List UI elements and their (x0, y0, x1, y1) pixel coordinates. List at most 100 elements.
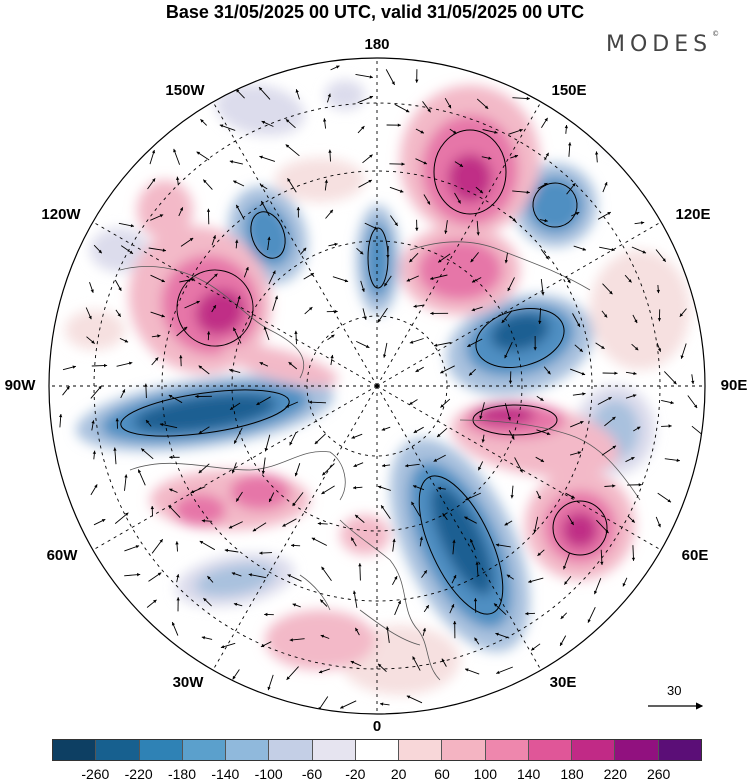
wind-arrow (392, 575, 398, 586)
wind-arrow (321, 463, 335, 476)
wind-arrow (350, 537, 357, 547)
wind-arrow (385, 69, 395, 86)
wind-arrow (415, 366, 424, 373)
wind-arrow (453, 620, 457, 639)
wind-arrow (510, 154, 519, 159)
wind-arrow (390, 215, 399, 227)
wind-arrow (355, 73, 373, 79)
wind-arrow (477, 461, 484, 471)
wind-arrow (568, 142, 572, 157)
wind-arrow (150, 505, 154, 517)
wind-arrow (533, 335, 537, 351)
wind-arrow (536, 429, 551, 436)
wind-arrow (507, 277, 515, 292)
wind-arrow (655, 516, 661, 528)
wind-arrow (62, 365, 77, 371)
wind-arrow (328, 242, 338, 247)
wind-arrow (421, 570, 428, 578)
wind-arrow (449, 128, 457, 134)
colorbar-tick-label: 220 (603, 766, 628, 782)
wind-arrow (120, 245, 134, 255)
wind-arrow (415, 128, 425, 134)
wind-arrow (540, 249, 550, 260)
wind-arrow (454, 192, 461, 204)
wind-arrow (596, 519, 609, 534)
wind-arrow (150, 311, 165, 318)
wind-arrow (600, 549, 604, 566)
lon-label-150e: 150E (551, 82, 587, 99)
anomaly-blob (195, 289, 245, 335)
colorbar-swatch (442, 740, 486, 760)
wind-arrow (570, 420, 584, 428)
wind-arrow (290, 543, 301, 548)
wind-arrow (537, 182, 548, 189)
wind-arrow (228, 368, 241, 374)
wind-arrow (86, 336, 95, 344)
meridian-line (376, 385, 662, 551)
wind-arrow (657, 309, 662, 322)
wind-arrow (422, 627, 426, 637)
wind-arrow (533, 516, 539, 533)
wind-arrow (442, 513, 448, 521)
wind-arrow (476, 98, 489, 110)
wind-arrow (285, 401, 299, 408)
colorbar-swatch (182, 740, 227, 760)
wind-arrow (631, 545, 636, 561)
wind-arrow (496, 666, 513, 674)
wind-arrow (413, 304, 425, 308)
wind-arrow (173, 148, 181, 165)
wind-arrow (272, 295, 278, 311)
wind-arrow (572, 313, 581, 328)
wind-arrow (252, 522, 267, 532)
wind-arrow (296, 206, 300, 218)
wind-arrow (599, 246, 615, 252)
wind-arrow (663, 371, 677, 385)
wind-arrow (406, 275, 419, 282)
contour-line (532, 182, 578, 228)
wind-arrow (389, 186, 404, 193)
wind-arrow (565, 276, 571, 284)
lon-label-90w: 90W (4, 377, 36, 394)
wind-arrow (233, 427, 243, 444)
wind-arrow (540, 278, 545, 296)
anomaly-blob (325, 80, 365, 110)
wind-arrow (93, 244, 103, 254)
wind-arrow (467, 338, 483, 348)
anomaly-blob (475, 405, 535, 425)
wind-arrow (323, 118, 327, 129)
wind-arrow (419, 536, 423, 547)
anomaly-blob (265, 610, 375, 670)
wind-arrow (512, 190, 530, 194)
wind-arrow (627, 483, 642, 487)
wind-arrow (93, 518, 106, 526)
wind-arrow (465, 492, 481, 501)
wind-arrow (235, 204, 245, 220)
wind-arrow (564, 124, 568, 134)
latitude-circle (231, 240, 523, 532)
wind-arrow (286, 666, 299, 681)
wind-arrow (352, 590, 358, 608)
wind-arrow (355, 627, 360, 636)
wind-arrow (429, 274, 448, 280)
wind-arrow (587, 607, 596, 623)
wind-arrow (439, 365, 455, 374)
wind-arrow (146, 599, 157, 608)
wind-arrow (544, 152, 549, 161)
wind-arrow (151, 538, 164, 554)
wind-arrow (267, 674, 274, 691)
meridian-line (92, 221, 378, 387)
wind-arrow (150, 214, 164, 221)
wind-arrow (115, 309, 122, 318)
wind-arrow (267, 236, 271, 251)
wind-arrow (473, 598, 478, 613)
wind-arrow (627, 515, 636, 523)
wind-arrow (563, 576, 572, 585)
wind-arrow (469, 538, 476, 550)
wind-arrow (332, 276, 349, 283)
wind-arrow (171, 621, 179, 636)
wind-arrow (560, 612, 568, 620)
colorbar-tick-label: -100 (254, 766, 283, 782)
anomaly-blobs (65, 80, 690, 695)
colorbar-tick-label: -220 (124, 766, 153, 782)
wind-arrow (233, 602, 243, 607)
